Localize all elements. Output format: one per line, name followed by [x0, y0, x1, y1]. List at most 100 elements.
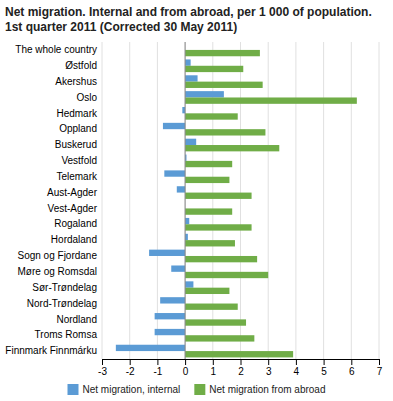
x-tick-mark: [157, 359, 158, 365]
x-tick-label: -2: [126, 366, 135, 377]
x-tick: 2: [238, 359, 244, 377]
x-tick-label: -3: [98, 366, 107, 377]
y-tick: Akershus: [55, 76, 97, 87]
x-tick-label: -1: [153, 366, 162, 377]
legend-label: Net migration, internal: [83, 384, 181, 395]
grid-line: [323, 42, 324, 359]
bar: [185, 59, 191, 65]
y-tick: Østfold: [65, 60, 97, 71]
x-tick: 5: [321, 359, 327, 377]
x-tick-mark: [296, 359, 297, 365]
y-tick-label: Oslo: [76, 92, 97, 103]
y-tick-label: The whole country: [15, 44, 97, 55]
x-tick-label: 3: [266, 366, 272, 377]
y-tick: Aust-Agder: [47, 187, 98, 198]
chart: Net migration. Internal and from abroad,…: [0, 0, 393, 401]
y-tick: Vestfold: [61, 155, 97, 166]
y-tick: Telemark: [56, 171, 98, 182]
bar: [185, 161, 232, 167]
y-tick-label: Vest-Agder: [48, 203, 98, 214]
x-tick-label: 4: [294, 366, 300, 377]
y-tick: Nordland: [56, 314, 97, 325]
x-tick: -2: [126, 359, 135, 377]
y-tick-label: Finnmark Finnmárku: [5, 345, 97, 356]
y-tick-label: Aust-Agder: [47, 187, 98, 198]
plot: -3 -2 -1 0 1 2 3 4 5 6 7 The whole country Østfold Ak…: [5, 42, 382, 377]
x-tick-label: 2: [238, 366, 244, 377]
x-axis-line: [103, 360, 380, 366]
grid-line: [379, 42, 380, 359]
x-tick: 4: [294, 359, 300, 377]
legend-swatch: [194, 384, 205, 395]
grid: [102, 42, 379, 359]
bar: [185, 113, 238, 119]
bar: [185, 97, 357, 103]
y-tick-label: Nordland: [56, 314, 97, 325]
grid-line: [212, 42, 213, 359]
bar: [185, 193, 251, 199]
legend: Net migration, internal Net migration fro…: [68, 384, 326, 395]
x-tick-mark: [102, 359, 103, 365]
y-tick: Vest-Agder: [48, 203, 98, 214]
y-tick: Oppland: [59, 123, 97, 134]
bar: [185, 177, 229, 183]
x-tick-mark: [130, 359, 131, 365]
bar: [185, 240, 235, 246]
bar: [185, 351, 293, 357]
legend-item: Net migration, internal: [68, 384, 181, 395]
x-tick: 6: [349, 359, 355, 377]
x-tick-label: 0: [183, 366, 189, 377]
x-tick-mark: [213, 359, 214, 365]
y-tick: Oslo: [76, 92, 97, 103]
x-tick: 7: [377, 359, 383, 377]
legend-item: Net migration from abroad: [194, 384, 325, 395]
bar: [116, 345, 185, 351]
bar: [185, 319, 246, 325]
y-tick: Rogaland: [54, 218, 97, 229]
y-tick-label: Nord-Trøndelag: [27, 298, 97, 309]
y-tick: Troms Romsa: [35, 329, 98, 340]
bar: [177, 186, 185, 192]
x-tick: -3: [98, 359, 107, 377]
x-tick-mark: [241, 359, 242, 365]
y-tick-label: Møre og Romsdal: [18, 266, 97, 277]
bar: [185, 208, 232, 214]
y-tick: Hedmark: [56, 108, 98, 119]
bar: [155, 313, 185, 319]
y-tick-label: Østfold: [65, 60, 97, 71]
y-tick-label: Sogn og Fjordane: [17, 250, 97, 261]
y-tick: Hordaland: [51, 234, 97, 245]
bar: [185, 66, 243, 72]
y-tick: Nord-Trøndelag: [27, 298, 97, 309]
bar: [160, 297, 185, 303]
x-tick-mark: [324, 359, 325, 365]
bar: [185, 129, 265, 135]
y-tick-label: Akershus: [55, 76, 97, 87]
subtitle: 1st quarter 2011 (Corrected 30 May 2011): [5, 20, 237, 34]
y-tick-label: Buskerud: [55, 139, 97, 150]
x-tick-mark: [351, 359, 352, 365]
grid-line: [240, 42, 241, 359]
grid-line: [157, 42, 158, 359]
y-tick: The whole country: [15, 44, 97, 55]
y-axis: The whole country Østfold Akershus Oslo Hedm…: [5, 44, 98, 356]
y-tick-label: Rogaland: [54, 218, 97, 229]
y-tick-label: Hedmark: [56, 108, 98, 119]
grid-line: [351, 42, 352, 359]
x-tick: -1: [153, 359, 162, 377]
series: [185, 50, 357, 357]
bar: [185, 139, 196, 145]
x-tick: 1: [211, 359, 217, 377]
title: Net migration. Internal and from abroad,…: [5, 5, 372, 19]
y-tick-label: Vestfold: [61, 155, 97, 166]
x-tick-label: 5: [321, 366, 327, 377]
bar: [185, 272, 268, 278]
grid-line: [295, 42, 296, 359]
bar: [155, 329, 185, 335]
bar: [171, 265, 185, 271]
y-tick: Buskerud: [55, 139, 97, 150]
y-tick: Sogn og Fjordane: [17, 250, 97, 261]
bar: [185, 256, 257, 262]
x-tick-mark: [185, 359, 186, 365]
y-tick-label: Telemark: [56, 171, 98, 182]
